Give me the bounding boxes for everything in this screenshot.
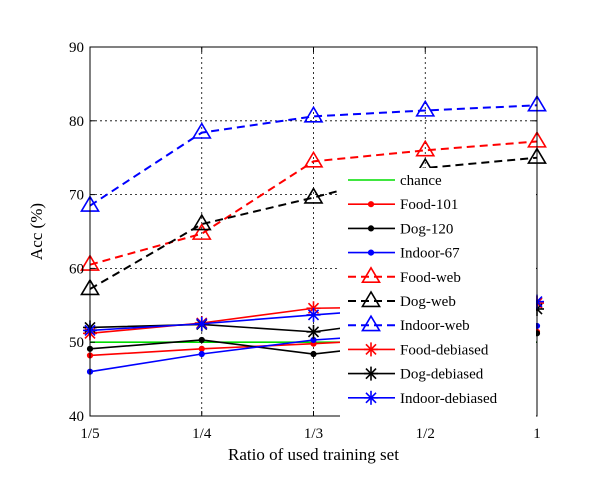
legend-label: Indoor-web — [400, 318, 470, 334]
series-line — [89, 140, 538, 266]
legend-marker — [367, 201, 375, 208]
x-tick-label: 1/2 — [416, 426, 435, 442]
data-point — [415, 139, 436, 157]
data-point — [303, 150, 324, 168]
legend-marker — [364, 342, 378, 357]
legend-marker — [364, 366, 378, 381]
legend-marker — [361, 290, 381, 308]
data-point — [191, 213, 212, 231]
data-point — [194, 316, 209, 331]
x-tick-label: 1/4 — [192, 426, 212, 442]
asterisk-stroke — [365, 367, 377, 380]
legend-label: Dog-web — [400, 294, 456, 310]
y-tick-label: 80 — [69, 114, 84, 130]
axis-ticks: 40 50 60 70 80 90 1/5 1/4 1/3 1/2 1 — [69, 40, 541, 442]
legend-label: Dog-debiased — [400, 367, 484, 383]
x-tick-label: 1/3 — [304, 426, 323, 442]
y-axis-label: Acc (%) — [27, 203, 46, 260]
legend-item: Indoor-debiased — [348, 390, 498, 407]
legend-item: Indoor-67 — [348, 246, 460, 262]
legend-marker — [367, 225, 375, 232]
legend-item: chance — [348, 173, 442, 189]
asterisk-stroke — [365, 343, 377, 356]
legend-item: Food-debiased — [348, 342, 489, 358]
legend-marker — [361, 314, 381, 332]
data-point — [306, 307, 321, 322]
x-axis-label: Ratio of used training set — [228, 445, 399, 464]
legend-label: chance — [400, 173, 442, 189]
asterisk-stroke — [365, 392, 377, 404]
legend-marker — [361, 266, 381, 284]
asterisk-stroke — [307, 309, 320, 321]
asterisk-stroke — [307, 326, 320, 338]
legend-label: Indoor-67 — [400, 246, 460, 262]
legend-marker — [367, 249, 375, 256]
legend-item: Food-web — [348, 266, 461, 286]
x-tick-label: 1 — [533, 426, 541, 442]
data-point — [303, 105, 324, 123]
legend-label: Food-web — [400, 270, 461, 286]
legend-label: Food-101 — [400, 197, 458, 213]
data-point — [198, 345, 205, 352]
legend-item: Indoor-web — [348, 314, 470, 334]
series-line — [89, 156, 538, 290]
x-tick-label: 1/5 — [80, 426, 99, 442]
legend-item: Food-101 — [348, 197, 458, 213]
y-tick-label: 50 — [69, 335, 84, 351]
data-point — [198, 350, 205, 358]
data-point — [303, 186, 324, 204]
legend: chance Food-101 Dog-120 Indoor-67 Food-web Do… — [340, 168, 536, 418]
data-point — [191, 223, 212, 240]
y-tick-label: 90 — [69, 40, 84, 56]
y-tick-label: 70 — [69, 188, 84, 204]
legend-item: Dog-120 — [348, 221, 453, 237]
data-point — [191, 122, 212, 139]
y-tick-label: 40 — [69, 409, 84, 425]
y-tick-label: 60 — [69, 261, 84, 277]
legend-label: Food-debiased — [400, 342, 489, 358]
legend-item: Dog-debiased — [348, 366, 484, 383]
data-point — [310, 350, 317, 358]
asterisk-stroke — [196, 318, 208, 330]
data-point — [306, 324, 321, 339]
legend-label: Indoor-debiased — [400, 391, 498, 407]
legend-marker — [364, 390, 378, 405]
data-point — [415, 99, 436, 117]
data-point — [198, 336, 205, 344]
legend-item: Dog-web — [348, 290, 456, 310]
legend-label: Dog-120 — [400, 221, 453, 237]
series-line — [89, 104, 538, 207]
